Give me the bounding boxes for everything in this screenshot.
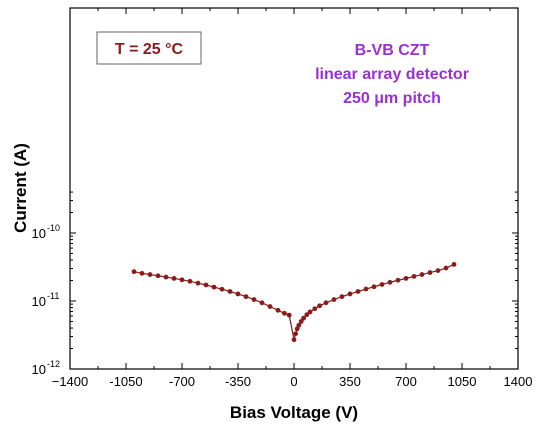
x-axis-title: Bias Voltage (V)	[230, 403, 358, 422]
data-point	[411, 274, 417, 279]
y-tick-label: 10	[32, 362, 46, 377]
annotation-line-2: linear array detector	[315, 66, 469, 83]
data-point	[331, 297, 337, 302]
x-tick-label: -350	[225, 374, 251, 389]
temperature-box	[96, 31, 202, 65]
annotation-line-1: B-VB CZT	[355, 42, 430, 59]
y-tick-exponent: -11	[47, 291, 59, 301]
data-point	[195, 280, 201, 286]
data-point	[347, 291, 353, 297]
data-point	[363, 286, 369, 292]
annotation-line-3: 250 μm pitch	[343, 90, 441, 107]
y-tick-exponent: -10	[47, 223, 60, 233]
data-point	[301, 315, 306, 321]
temperature-label: T = 25 °C	[115, 41, 184, 58]
data-point	[131, 269, 137, 275]
data-point	[251, 297, 257, 302]
series-layer	[131, 262, 457, 343]
data-point	[317, 303, 322, 309]
data-point	[147, 272, 153, 277]
data-point	[139, 270, 145, 276]
data-point	[371, 284, 377, 290]
data-point	[286, 312, 292, 318]
data-point	[443, 265, 449, 271]
data-point	[395, 277, 401, 283]
data-point	[293, 331, 298, 337]
data-point	[187, 278, 193, 284]
data-point	[155, 273, 161, 279]
data-point	[387, 279, 393, 285]
data-point	[312, 306, 318, 312]
data-point	[282, 310, 287, 316]
x-tick-label: 700	[395, 374, 417, 389]
data-point	[275, 307, 281, 313]
data-point	[219, 286, 225, 292]
data-point	[296, 322, 302, 328]
data-point	[403, 275, 409, 281]
data-point	[259, 300, 265, 306]
data-point	[419, 272, 425, 277]
series-line	[133, 263, 455, 340]
data-point	[435, 268, 441, 273]
data-point	[211, 284, 217, 290]
x-tick-labels: −1400 -1050 -700 -350 0 350 700 1050 1400	[52, 374, 533, 389]
data-point	[355, 289, 361, 294]
data-point	[163, 274, 169, 280]
data-point	[304, 312, 310, 318]
data-point	[291, 337, 297, 343]
data-point	[267, 304, 273, 309]
data-point	[171, 275, 177, 281]
major-ticks	[69, 8, 519, 370]
data-point	[307, 309, 313, 315]
x-tick-label: 1050	[448, 374, 477, 389]
y-tick-label: 10	[32, 226, 46, 241]
x-tick-label: -1050	[109, 374, 142, 389]
data-point	[243, 294, 249, 300]
x-tick-label: -700	[169, 374, 195, 389]
y-tick-exponent: -12	[47, 359, 60, 369]
x-tick-label: 350	[339, 374, 361, 389]
data-point	[323, 300, 329, 306]
data-point	[235, 291, 241, 297]
data-point	[203, 282, 209, 288]
data-point	[451, 262, 457, 267]
data-point	[339, 294, 345, 300]
x-tick-label: −1400	[52, 374, 89, 389]
x-tick-label: 1400	[504, 374, 533, 389]
minor-ticks	[70, 8, 518, 369]
data-point	[298, 319, 304, 324]
y-tick-label: 10	[32, 294, 46, 309]
data-point	[179, 277, 185, 283]
y-axis-title: Current (A)	[11, 143, 30, 233]
data-point	[227, 289, 233, 294]
data-point	[379, 282, 385, 287]
x-tick-label: 0	[290, 374, 297, 389]
data-point	[427, 270, 433, 275]
